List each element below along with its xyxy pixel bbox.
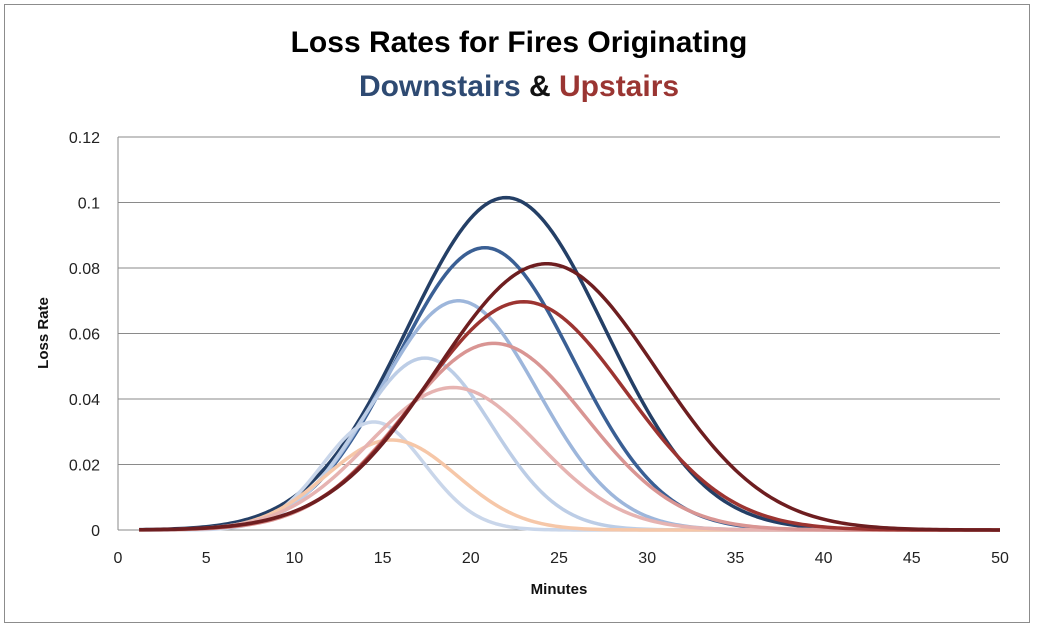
x-tick-label: 45 <box>903 550 921 567</box>
subtitle-upstairs: Upstairs <box>559 70 680 103</box>
series-line-7 <box>139 385 1000 532</box>
series-lines <box>139 195 1001 532</box>
y-tick-labels: 0 0.02 0.04 0.06 0.08 0.1 0.12 <box>69 130 100 540</box>
x-tick-label: 5 <box>202 550 211 567</box>
x-tick-label: 15 <box>374 550 392 567</box>
x-tick-label: 10 <box>286 550 304 567</box>
y-tick-label: 0.12 <box>69 130 100 147</box>
x-tick-labels: 0 5 10 15 20 25 30 35 40 45 50 <box>114 550 1009 567</box>
chart-frame <box>4 4 1030 623</box>
x-tick-label: 30 <box>638 550 656 567</box>
series-line-8 <box>139 341 1000 532</box>
subtitle-ampersand: & <box>529 70 551 103</box>
x-tick-label: 25 <box>550 550 568 567</box>
series-line-9 <box>139 299 1001 532</box>
series-line-2 <box>139 245 1000 532</box>
x-tick-label: 35 <box>727 550 745 567</box>
series-line-10 <box>139 262 1001 532</box>
y-tick-label: 0.04 <box>69 392 100 409</box>
gridlines <box>118 136 1000 465</box>
series-line-3 <box>139 299 1000 532</box>
y-tick-label: 0 <box>91 523 100 540</box>
y-axis-label: Loss Rate <box>35 297 52 369</box>
x-tick-label: 50 <box>991 550 1009 567</box>
y-tick-label: 0.1 <box>78 196 100 213</box>
x-tick-label: 0 <box>114 550 123 567</box>
y-tick-label: 0.06 <box>69 327 100 344</box>
y-tick-label: 0.08 <box>69 261 100 278</box>
y-tick-label: 0.02 <box>69 458 100 475</box>
x-tick-label: 20 <box>462 550 480 567</box>
series-line-1 <box>139 195 1000 532</box>
x-axis-label: Minutes <box>531 581 588 598</box>
x-tick-label: 40 <box>815 550 833 567</box>
chart-title: Loss Rates for Fires Originating <box>290 26 748 59</box>
chart-subtitle: Downstairs & Upstairs <box>0 70 1038 104</box>
subtitle-downstairs: Downstairs <box>358 70 521 103</box>
